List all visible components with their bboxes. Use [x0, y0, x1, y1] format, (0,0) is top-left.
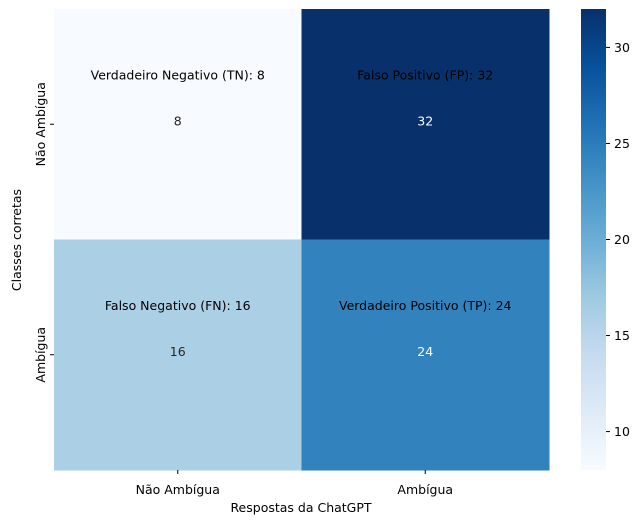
x-axis-label: Respostas da ChatGPT	[230, 500, 371, 515]
heatmap-cells	[54, 9, 550, 471]
x-axis: Não Ambígua Ambígua	[136, 470, 453, 497]
cell-value-label: 8	[174, 113, 182, 128]
cell-annotation: Falso Negativo (FN): 16	[105, 298, 251, 313]
colorbar-tick-label: 15	[614, 328, 630, 343]
y-tick-label: Não Ambígua	[33, 82, 48, 166]
heatmap-cell-texts: Verdadeiro Negativo (TN): 8 8 Falso Positi…	[91, 67, 512, 359]
colorbar-tick-label: 20	[614, 232, 630, 247]
y-tick-label: Ambígua	[33, 327, 48, 383]
colorbar-tick-label: 30	[614, 40, 630, 55]
cell-value-label: 32	[417, 113, 433, 128]
y-axis-label: Classes corretas	[9, 189, 24, 291]
colorbar-tick-label: 10	[614, 424, 630, 439]
cell-value-label: 24	[417, 344, 433, 359]
cell-value-label: 16	[170, 344, 186, 359]
heatmap-cell	[301, 239, 550, 471]
colorbar-gradient	[581, 9, 606, 470]
cell-annotation: Falso Positivo (FP): 32	[357, 67, 493, 82]
x-tick-label: Não Ambígua	[136, 482, 220, 497]
heatmap-cell	[54, 239, 302, 471]
colorbar	[581, 9, 606, 470]
heatmap-cell	[301, 9, 550, 240]
cell-annotation: Verdadeiro Negativo (TN): 8	[91, 67, 265, 82]
y-axis: Não Ambígua Ambígua	[33, 82, 54, 383]
heatmap-cell	[54, 9, 302, 240]
colorbar-tick-label: 25	[614, 136, 630, 151]
x-tick-label: Ambígua	[397, 482, 453, 497]
colorbar-ticks: 10 15 20 25 30	[606, 40, 630, 439]
cell-annotation: Verdadeiro Positivo (TP): 24	[339, 298, 512, 313]
